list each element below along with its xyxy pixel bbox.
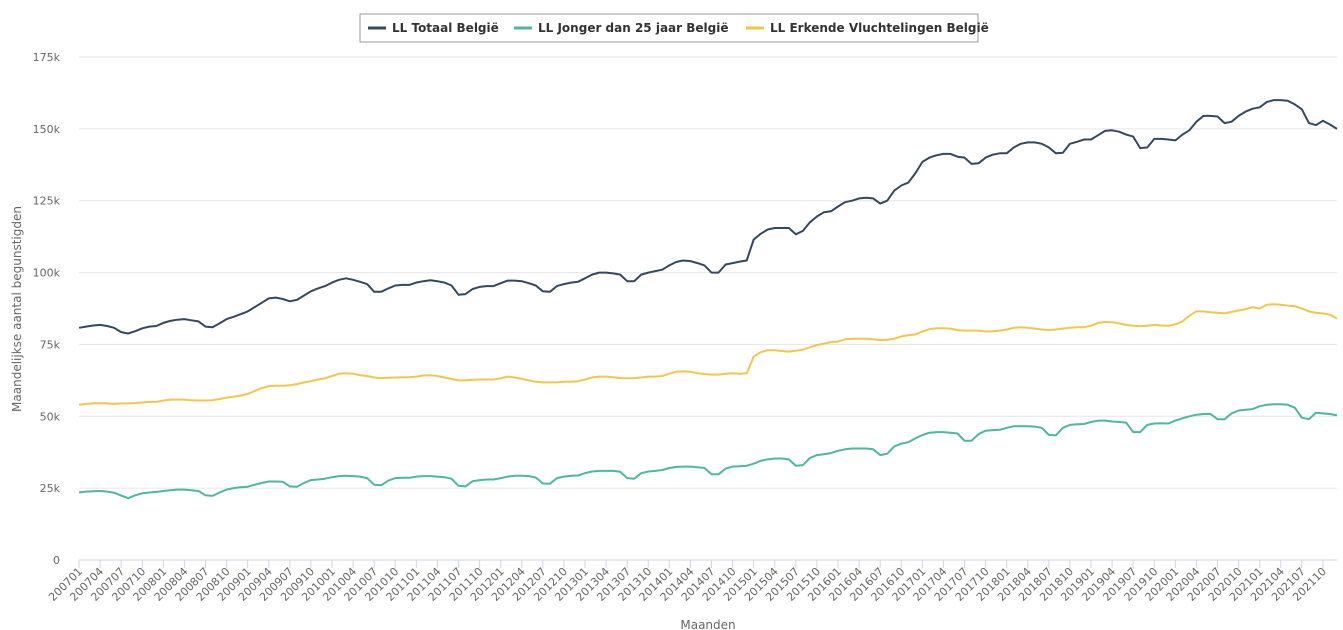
y-axis-title: Maandelijkse aantal begunstigden [10, 206, 24, 412]
legend: LL Totaal België LL Jonger dan 25 jaar B… [368, 21, 989, 35]
y-tick-label: 50k [40, 410, 61, 423]
series-line [78, 99, 1338, 335]
y-tick-label: 175k [33, 51, 61, 64]
y-tick-label: 25k [40, 482, 61, 495]
y-tick-label: 150k [33, 123, 61, 136]
x-axis-title: Maanden [680, 618, 735, 630]
y-tick-label: 100k [33, 267, 61, 280]
series-line [78, 403, 1338, 500]
legend-label[interactable]: LL Jonger dan 25 jaar België [538, 21, 728, 35]
series-line [78, 303, 1338, 406]
legend-label[interactable]: LL Totaal België [392, 21, 499, 35]
legend-box [359, 13, 979, 43]
legend-label[interactable]: LL Erkende Vluchtelingen België [770, 21, 989, 35]
y-tick-label: 0 [53, 554, 60, 567]
y-tick-label: 125k [33, 195, 61, 208]
y-tick-label: 75k [40, 338, 61, 351]
